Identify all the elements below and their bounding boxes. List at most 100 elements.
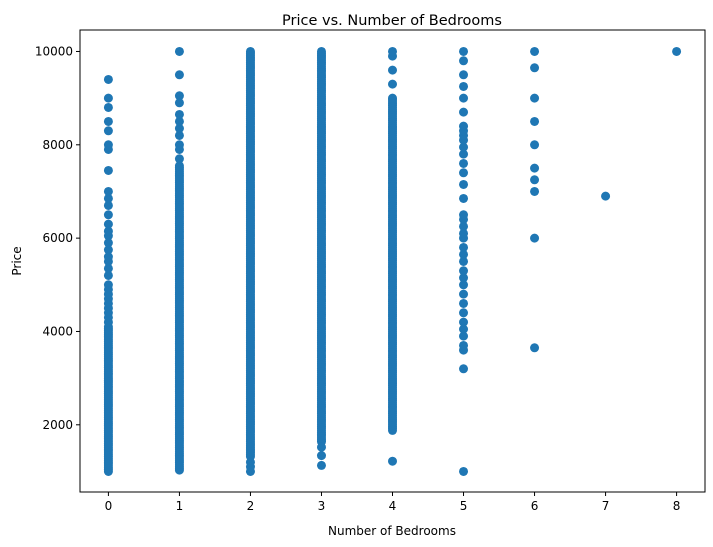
data-point	[103, 193, 113, 203]
y-axis-ticks: 2000 4000 6000 8000 10000	[35, 44, 80, 432]
data-point	[103, 126, 113, 136]
data-point	[103, 116, 113, 126]
data-point	[388, 65, 397, 75]
data-point	[174, 123, 184, 133]
data-point	[459, 256, 469, 266]
data-point	[174, 109, 184, 119]
data-point	[316, 451, 326, 461]
data-point	[530, 140, 540, 150]
data-point	[103, 200, 113, 210]
y-tick-label: 4000	[42, 324, 73, 338]
data-point	[316, 46, 326, 56]
data-point	[103, 270, 113, 280]
data-point	[388, 46, 397, 56]
x-tick-label: 6	[531, 499, 539, 513]
data-point	[174, 91, 184, 101]
y-axis-label: Price	[10, 246, 24, 275]
x-tick-label: 0	[105, 499, 113, 513]
data-point	[459, 228, 469, 238]
x-tick-label: 7	[602, 499, 610, 513]
y-tick-label: 6000	[42, 231, 73, 245]
data-point	[459, 308, 469, 318]
data-point	[459, 193, 469, 203]
x-tick-label: 3	[318, 499, 326, 513]
data-point	[103, 74, 113, 84]
data-point	[530, 233, 540, 243]
data-point	[174, 46, 184, 56]
data-point	[103, 102, 113, 112]
data-point	[459, 121, 469, 131]
data-point	[103, 210, 113, 220]
data-point	[459, 273, 469, 283]
data-point	[459, 364, 469, 374]
data-point	[459, 340, 469, 350]
data-point	[388, 93, 397, 103]
data-point	[459, 298, 469, 308]
data-point	[601, 191, 611, 201]
data-point	[174, 116, 184, 126]
data-point	[459, 466, 469, 476]
data-point	[103, 238, 113, 248]
data-point	[530, 343, 540, 353]
data-point	[672, 46, 682, 56]
data-point	[530, 63, 540, 73]
x-tick-label: 5	[460, 499, 468, 513]
data-point	[388, 456, 397, 466]
data-point	[530, 186, 540, 196]
data-point	[459, 289, 469, 299]
data-point	[103, 252, 113, 262]
data-point	[459, 331, 469, 341]
data-point	[459, 168, 469, 178]
data-point	[530, 93, 540, 103]
data-point	[316, 442, 326, 452]
data-point	[459, 317, 469, 327]
data-point	[245, 46, 255, 56]
data-point	[459, 149, 469, 159]
data-point	[530, 175, 540, 185]
data-point	[174, 70, 184, 80]
x-tick-label: 1	[176, 499, 184, 513]
x-tick-label: 4	[389, 499, 397, 513]
data-point	[103, 165, 113, 175]
data-point	[459, 70, 469, 80]
data-point	[459, 142, 469, 152]
data-point	[530, 163, 540, 173]
y-tick-label: 8000	[42, 138, 73, 152]
data-point	[174, 98, 184, 108]
data-point	[316, 460, 326, 470]
data-point	[459, 280, 469, 290]
data-point	[530, 46, 540, 56]
data-point	[103, 93, 113, 103]
y-tick-label: 10000	[35, 44, 73, 58]
data-point	[174, 154, 184, 164]
data-point	[459, 210, 469, 220]
data-point	[103, 263, 113, 273]
data-point	[459, 242, 469, 252]
data-point	[459, 249, 469, 259]
x-axis-label: Number of Bedrooms	[328, 524, 456, 538]
y-tick-label: 2000	[42, 418, 73, 432]
data-point	[459, 324, 469, 334]
data-point	[459, 81, 469, 91]
data-point	[459, 266, 469, 276]
data-point	[530, 116, 540, 126]
data-point	[459, 56, 469, 66]
data-point	[174, 130, 184, 140]
x-axis-ticks: 0 1 2 3 4 5 6 7 8	[105, 492, 681, 513]
x-tick-label: 8	[673, 499, 681, 513]
data-point	[459, 221, 469, 231]
data-point	[103, 280, 113, 290]
data-point	[459, 107, 469, 117]
data-point	[245, 457, 255, 467]
data-point	[174, 161, 184, 171]
data-point	[459, 179, 469, 189]
data-point	[174, 140, 184, 150]
data-point	[103, 226, 113, 236]
data-point	[103, 186, 113, 196]
chart-title: Price vs. Number of Bedrooms	[282, 13, 502, 29]
data-points	[103, 46, 682, 476]
data-point	[459, 158, 469, 168]
data-point	[459, 46, 469, 56]
data-point	[388, 79, 397, 89]
